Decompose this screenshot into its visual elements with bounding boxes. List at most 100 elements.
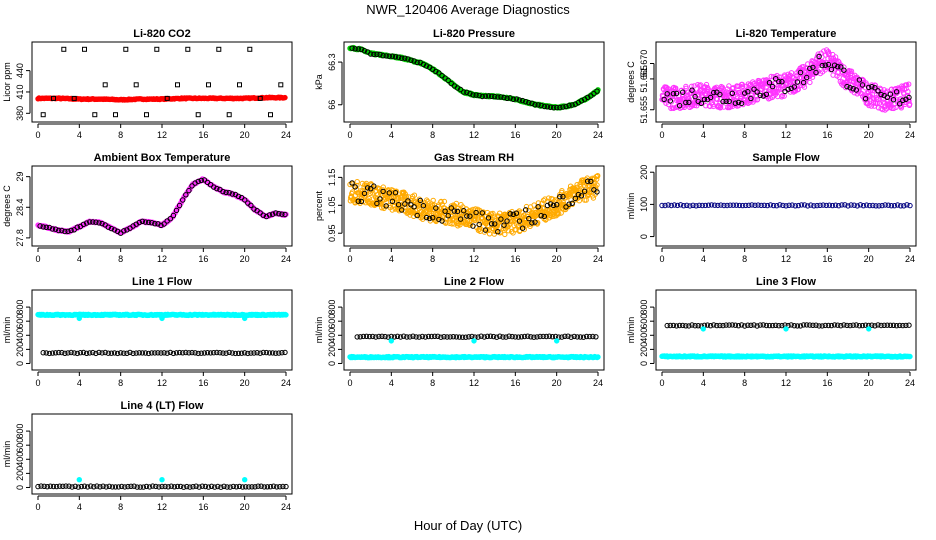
panel-title: Sample Flow: [752, 152, 820, 164]
data-point: [221, 483, 227, 489]
y-tick-label: 400: [15, 452, 25, 467]
data-point: [226, 349, 232, 356]
data-point: [549, 334, 556, 340]
data-point: [831, 62, 838, 68]
data-point: [788, 322, 794, 328]
data-point: [377, 51, 383, 58]
data-point: [267, 484, 274, 490]
panel-8: Line 3 Flow ml/min 0 4 8 12 16 20 24 0 20040060080…: [626, 276, 917, 388]
data-point: [133, 82, 139, 88]
data-point: [798, 202, 805, 208]
data-point: [392, 54, 399, 60]
data-point: [357, 334, 363, 340]
data-point: [504, 218, 510, 224]
data-point: [791, 84, 797, 90]
x-tick-label: 4: [701, 378, 706, 388]
data-point: [282, 211, 288, 218]
data-point: [705, 202, 712, 208]
data-point: [158, 222, 164, 229]
data-point: [504, 95, 510, 102]
series-group: [35, 46, 288, 118]
data-point: [229, 191, 236, 197]
data-point: [538, 102, 544, 109]
data-point: [201, 350, 208, 356]
data-point: [423, 214, 430, 221]
data-point: [668, 202, 674, 209]
data-point: [526, 215, 532, 222]
data-point: [449, 221, 455, 227]
y-tick-label: 800: [639, 300, 649, 315]
data-point: [568, 334, 574, 340]
data-point: [811, 203, 817, 209]
data-point: [380, 188, 386, 195]
data-point: [395, 54, 402, 60]
data-point: [813, 322, 819, 328]
data-point: [65, 228, 71, 235]
data-point: [875, 322, 881, 328]
data-point: [714, 322, 720, 329]
data-point: [139, 350, 146, 356]
x-tick-label: 8: [118, 502, 123, 512]
data-point: [580, 334, 587, 340]
data-point: [193, 483, 199, 489]
data-point: [242, 350, 248, 356]
data-point: [671, 202, 678, 208]
data-point: [754, 323, 760, 329]
data-point: [124, 350, 130, 356]
x-tick-label: 0: [659, 130, 664, 140]
data-point: [773, 76, 779, 82]
data-point: [423, 63, 430, 69]
data-point: [574, 334, 580, 340]
data-point: [502, 231, 508, 238]
data-point: [183, 192, 189, 198]
data-point: [276, 350, 282, 356]
data-point: [479, 93, 485, 100]
data-point: [186, 187, 192, 194]
data-point: [236, 483, 243, 490]
plot-frame: [655, 41, 917, 123]
data-point: [692, 323, 698, 329]
x-tick-label: 12: [469, 254, 479, 264]
y-tick-label: 29: [15, 172, 25, 182]
data-point: [822, 322, 828, 329]
data-point: [76, 477, 83, 483]
x-tick-label: 0: [35, 378, 40, 388]
data-point: [282, 349, 288, 356]
data-point: [41, 483, 47, 489]
data-point: [766, 322, 773, 329]
data-point: [890, 97, 897, 103]
data-point: [677, 202, 684, 208]
x-tick-label: 20: [552, 130, 562, 140]
data-point: [159, 477, 165, 483]
data-point: [667, 98, 673, 104]
data-point: [829, 202, 836, 209]
data-point: [581, 188, 588, 194]
y-tick-label: 200: [15, 342, 25, 357]
data-point: [764, 202, 771, 209]
data-point: [815, 51, 821, 57]
data-point: [727, 104, 734, 110]
data-point: [859, 322, 866, 329]
data-point: [686, 323, 692, 329]
data-point: [754, 89, 760, 95]
data-point: [825, 322, 832, 329]
data-point: [71, 350, 77, 356]
data-point: [575, 191, 582, 198]
data-point: [767, 202, 774, 208]
data-point: [211, 184, 217, 190]
y-axis-label: ml/min: [2, 317, 12, 344]
x-axis: 0 4 8 12 16 20 24: [35, 495, 291, 512]
data-point: [121, 228, 127, 234]
data-point: [358, 198, 365, 205]
data-point: [531, 334, 537, 340]
data-point: [208, 483, 215, 489]
data-point: [695, 323, 701, 329]
data-point: [56, 349, 62, 356]
data-point: [732, 100, 739, 106]
data-point: [665, 202, 671, 208]
data-point: [51, 95, 56, 101]
data-point: [826, 202, 833, 208]
x-tick-label: 8: [430, 378, 435, 388]
